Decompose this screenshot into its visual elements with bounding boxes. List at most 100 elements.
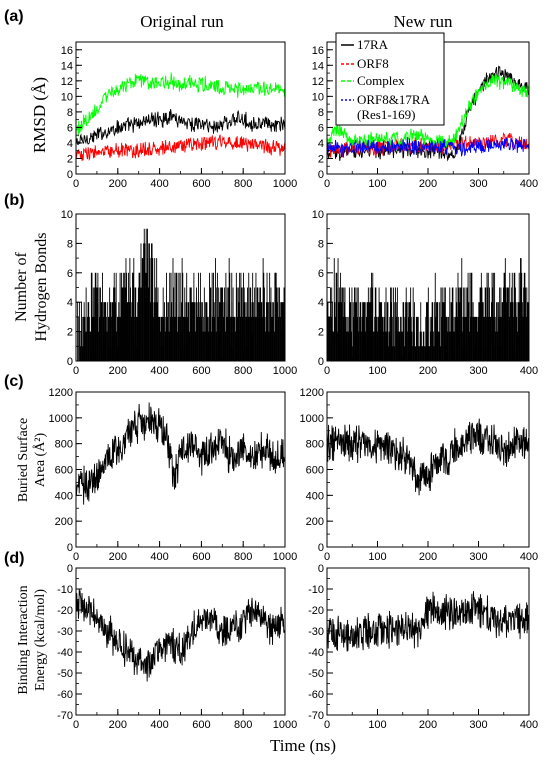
series-line-a-left-series-2 bbox=[76, 72, 285, 137]
x-tick-label-b-left-400: 400 bbox=[150, 365, 168, 377]
legend-orf8: ORF8 bbox=[357, 56, 389, 71]
y-tick-label-d-left--60: -60 bbox=[57, 689, 73, 701]
chart-d-left: 0 200 400 600 800 1000 -70 -60 -50 -40 -30 -20 -10 0 bbox=[57, 563, 297, 731]
chart-d-right: 0 100 200 300 400 -70 -60 -50 -40 -30 -20 -10 0 bbox=[308, 563, 538, 731]
x-tick-label-b-right-400: 400 bbox=[520, 365, 538, 377]
x-tick-label-b-left-600: 600 bbox=[192, 365, 210, 377]
y-tick-label-c-left-200: 200 bbox=[55, 516, 73, 528]
y-tick-label-a-right-6: 6 bbox=[318, 122, 324, 134]
plot-area-b-left bbox=[77, 228, 285, 361]
x-tick-label-d-right-100: 100 bbox=[368, 719, 386, 731]
y-tick-label-a-right-2: 2 bbox=[318, 153, 324, 165]
y-tick-label-b-left-10: 10 bbox=[61, 209, 73, 221]
series-line-a-left-series-0 bbox=[76, 109, 285, 146]
y-tick-label-c-left-600: 600 bbox=[55, 465, 73, 477]
axes-frame-a-left bbox=[75, 41, 286, 175]
xlabel: Time (ns) bbox=[270, 736, 336, 755]
series-line-d-left-series-0 bbox=[76, 586, 285, 682]
y-tick-label-a-left-2: 2 bbox=[67, 153, 73, 165]
x-tick-label-b-right-200: 200 bbox=[419, 365, 437, 377]
y-tick-label-a-right-8: 8 bbox=[318, 107, 324, 119]
y-tick-label-b-left-2: 2 bbox=[67, 327, 73, 339]
chart-a-right: 0 100 200 300 400 0 2 4 6 8 10 12 14 16 bbox=[312, 41, 538, 190]
y-tick-label-c-left-400: 400 bbox=[55, 490, 73, 502]
series-line-a-left-series-1 bbox=[76, 134, 285, 162]
y-tick-label-a-right-14: 14 bbox=[312, 60, 324, 72]
y-tick-label-c-right-600: 600 bbox=[306, 465, 324, 477]
panel-label-b: (b) bbox=[4, 192, 24, 209]
y-tick-label-a-left-10: 10 bbox=[61, 91, 73, 103]
x-tick-label-b-right-100: 100 bbox=[368, 365, 386, 377]
x-tick-label-d-left-800: 800 bbox=[234, 719, 252, 731]
y-tick-label-c-left-0: 0 bbox=[67, 542, 73, 554]
x-tick-label-b-left-0: 0 bbox=[73, 365, 79, 377]
ylabel-a: RMSD (Å) bbox=[30, 77, 49, 153]
y-tick-label-b-right-10: 10 bbox=[312, 209, 324, 221]
panel-label-d: (d) bbox=[4, 550, 24, 567]
y-tick-label-d-right--40: -40 bbox=[308, 647, 324, 659]
ylabel-c: Buried Surface Area (Å²) bbox=[16, 418, 48, 502]
x-tick-label-a-left-1000: 1000 bbox=[273, 178, 297, 190]
axes-frame-c-left bbox=[75, 391, 286, 548]
y-tick-label-d-right--20: -20 bbox=[308, 605, 324, 617]
y-tick-label-b-left-6: 6 bbox=[67, 268, 73, 280]
panel-label-a: (a) bbox=[4, 8, 24, 25]
legend: 17RA ORF8 Complex ORF8&17RA (Res1-169) bbox=[335, 32, 445, 126]
x-tick-label-a-left-0: 0 bbox=[73, 178, 79, 190]
x-tick-label-c-left-600: 600 bbox=[192, 551, 210, 563]
panel-label-c: (c) bbox=[4, 373, 24, 390]
y-tick-label-b-left-0: 0 bbox=[67, 356, 73, 368]
y-tick-label-b-left-8: 8 bbox=[67, 238, 73, 250]
y-tick-label-a-left-12: 12 bbox=[61, 76, 73, 88]
x-tick-label-c-right-400: 400 bbox=[520, 551, 538, 563]
y-tick-label-c-right-200: 200 bbox=[306, 516, 324, 528]
y-tick-label-d-left--70: -70 bbox=[57, 710, 73, 722]
series-line-a-right-orf8-17ra-res1-169- bbox=[327, 136, 529, 158]
plot-area-d-right bbox=[327, 591, 529, 652]
y-tick-label-d-left-0: 0 bbox=[67, 563, 73, 575]
x-tick-label-d-left-0: 0 bbox=[73, 719, 79, 731]
x-tick-label-a-left-600: 600 bbox=[192, 178, 210, 190]
y-tick-label-a-left-4: 4 bbox=[67, 138, 73, 150]
y-tick-label-b-right-4: 4 bbox=[318, 297, 324, 309]
plot-area-a-left bbox=[76, 72, 285, 162]
y-tick-label-b-right-8: 8 bbox=[318, 238, 324, 250]
x-tick-label-d-left-1000: 1000 bbox=[273, 719, 297, 731]
chart-a-left: 0 200 400 600 800 1000 0 2 4 6 8 10 12 14 16 bbox=[61, 41, 297, 190]
y-tick-label-d-left--30: -30 bbox=[57, 626, 73, 638]
y-tick-label-a-left-0: 0 bbox=[67, 169, 73, 181]
y-tick-label-b-right-2: 2 bbox=[318, 327, 324, 339]
y-tick-label-d-left--50: -50 bbox=[57, 668, 73, 680]
legend-res-range: (Res1-169) bbox=[357, 107, 416, 122]
x-tick-label-c-left-400: 400 bbox=[150, 551, 168, 563]
x-tick-label-b-right-300: 300 bbox=[469, 365, 487, 377]
legend-orf8-17ra: ORF8&17RA bbox=[357, 92, 431, 107]
y-tick-label-a-left-8: 8 bbox=[67, 107, 73, 119]
x-tick-label-d-right-400: 400 bbox=[520, 719, 538, 731]
y-tick-label-c-right-800: 800 bbox=[306, 439, 324, 451]
chart-b-left: 0 200 400 600 800 1000 0 2 4 6 8 10 bbox=[61, 209, 297, 377]
x-tick-label-a-left-200: 200 bbox=[109, 178, 127, 190]
y-tick-label-d-right--50: -50 bbox=[308, 668, 324, 680]
ylabel-b: Number of Hydrogen Bonds bbox=[13, 233, 50, 342]
x-tick-label-b-left-200: 200 bbox=[109, 365, 127, 377]
y-tick-label-d-right--10: -10 bbox=[308, 584, 324, 596]
y-tick-label-c-left-1200: 1200 bbox=[49, 387, 73, 399]
x-tick-label-b-left-800: 800 bbox=[234, 365, 252, 377]
y-tick-label-d-left--10: -10 bbox=[57, 584, 73, 596]
axes-frame-c-right bbox=[326, 391, 530, 548]
y-tick-label-d-right--30: -30 bbox=[308, 626, 324, 638]
y-tick-label-b-right-6: 6 bbox=[318, 268, 324, 280]
y-tick-label-a-right-10: 10 bbox=[312, 91, 324, 103]
plot-area-b-right bbox=[327, 258, 529, 361]
y-tick-label-b-right-0: 0 bbox=[318, 356, 324, 368]
y-tick-label-c-right-1200: 1200 bbox=[300, 387, 324, 399]
chart-c-left: 0 200 400 600 800 1000 0 200 400 600 800 1000 1200 bbox=[49, 387, 298, 563]
y-tick-label-b-left-4: 4 bbox=[67, 297, 73, 309]
x-tick-label-c-left-200: 200 bbox=[109, 551, 127, 563]
x-tick-label-c-right-0: 0 bbox=[324, 551, 330, 563]
plot-area-d-left bbox=[76, 586, 285, 682]
y-tick-label-c-left-800: 800 bbox=[55, 439, 73, 451]
y-tick-label-a-right-12: 12 bbox=[312, 76, 324, 88]
